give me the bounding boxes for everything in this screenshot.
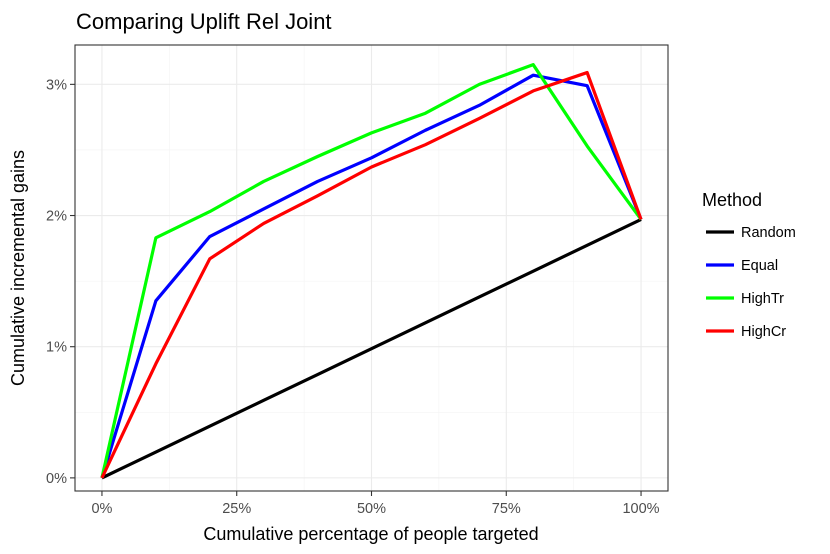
- x-axis: 0% 25% 50% 75% 100%: [91, 491, 660, 517]
- series-line-highcr: [100, 70, 643, 479]
- series-line-equal: [100, 73, 643, 479]
- series-lines: [100, 63, 643, 480]
- y-tick-label: 3%: [46, 77, 67, 93]
- y-tick-label: 0%: [46, 471, 67, 487]
- x-tick-label: 0%: [91, 501, 112, 517]
- grid-major: [75, 45, 668, 491]
- y-axis: 0% 1% 2% 3%: [46, 77, 75, 487]
- legend-label: HighTr: [741, 291, 784, 307]
- legend-item-random: Random: [706, 225, 796, 241]
- legend-item-equal: Equal: [706, 258, 778, 274]
- y-axis-title: Cumulative incremental gains: [8, 150, 28, 386]
- legend-item-hightr: HighTr: [706, 291, 784, 307]
- x-axis-title: Cumulative percentage of people targeted: [203, 524, 538, 544]
- series-line-random: [101, 218, 642, 480]
- x-tick-label: 100%: [622, 501, 659, 517]
- legend: Method Random Equal HighTr HighCr: [702, 190, 796, 340]
- chart-title: Comparing Uplift Rel Joint: [76, 9, 332, 34]
- legend-label: Random: [741, 225, 796, 241]
- x-tick-label: 75%: [492, 501, 521, 517]
- legend-item-highcr: HighCr: [706, 324, 786, 340]
- y-tick-label: 1%: [46, 340, 67, 356]
- legend-label: Equal: [741, 258, 778, 274]
- legend-title: Method: [702, 190, 762, 210]
- legend-label: HighCr: [741, 324, 786, 340]
- x-tick-label: 50%: [357, 501, 386, 517]
- series-line-hightr: [100, 63, 643, 479]
- x-tick-label: 25%: [222, 501, 251, 517]
- y-tick-label: 2%: [46, 209, 67, 225]
